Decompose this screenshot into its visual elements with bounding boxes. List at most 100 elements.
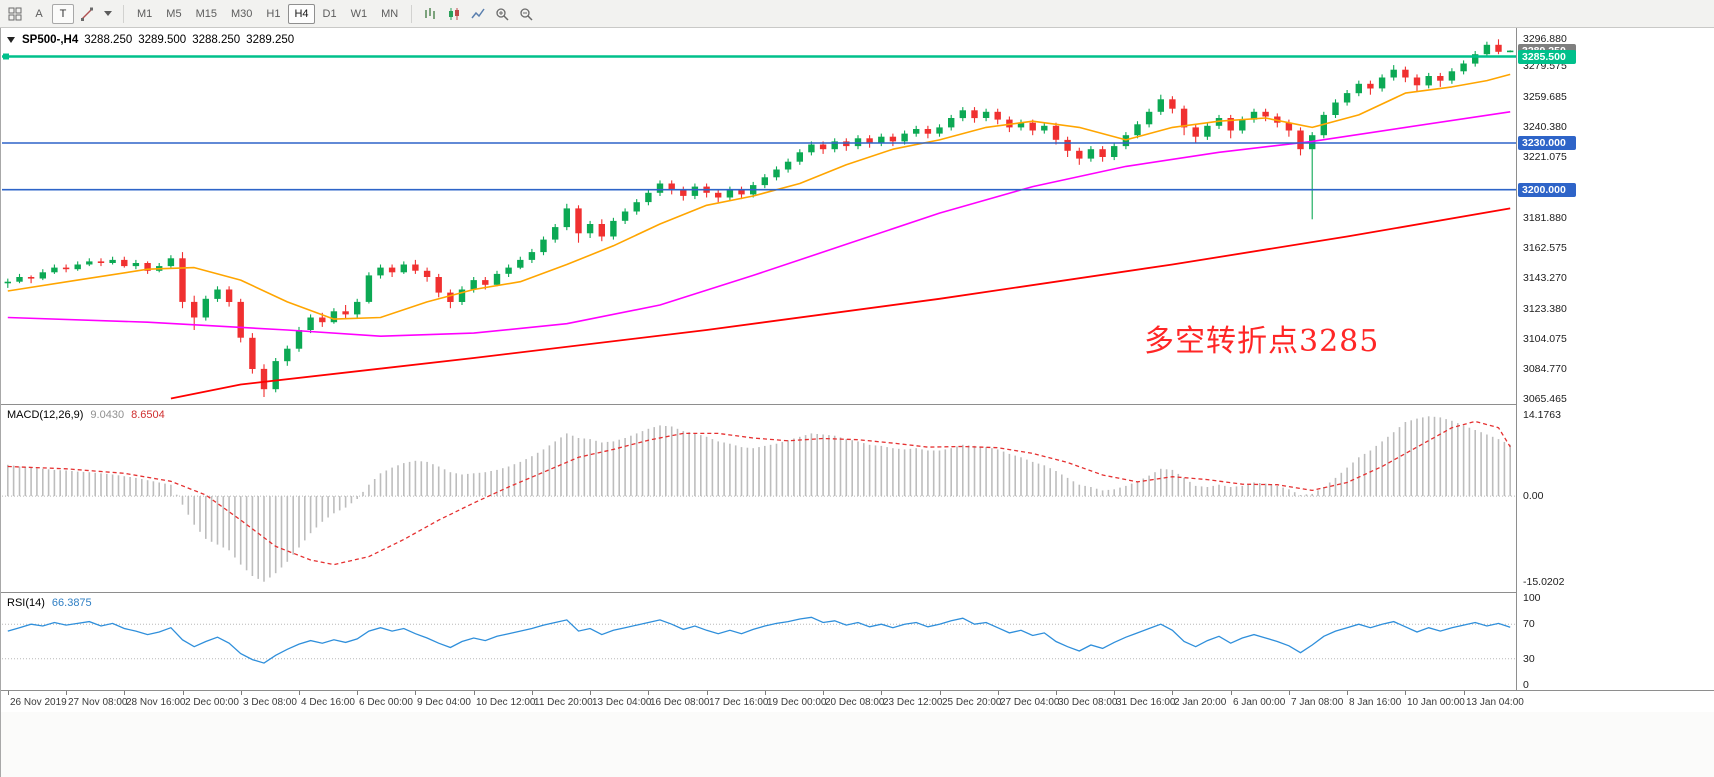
time-axis-label: 3 Dec 08:00 [243, 697, 297, 708]
timeframe-m15[interactable]: M15 [190, 4, 223, 24]
time-axis-label: 27 Dec 04:00 [1000, 697, 1060, 708]
macd-indicator-chart[interactable] [2, 406, 1516, 592]
time-tick [707, 691, 708, 695]
annotation-text[interactable]: 多空转折点3285 [1144, 324, 1380, 359]
time-axis-label: 27 Nov 08:00 [68, 697, 128, 708]
timeframe-h4[interactable]: H4 [288, 3, 315, 24]
charts-grid-icon[interactable] [4, 4, 26, 24]
chart-window: SP500-,H4 3288.250 3289.500 3288.250 328… [0, 28, 1714, 777]
timeframe-d1[interactable]: D1 [317, 4, 343, 24]
panel-separator[interactable] [1, 592, 1714, 593]
timeframe-h1[interactable]: H1 [260, 4, 286, 24]
rsi-axis-label: 0 [1523, 678, 1529, 691]
macd-main-value: 9.0430 [90, 409, 125, 421]
rsi-indicator-chart[interactable] [2, 594, 1516, 689]
price-axis-label: 3221.075 [1523, 150, 1567, 163]
time-axis-label: 31 Dec 16:00 [1116, 697, 1176, 708]
time-tick [357, 691, 358, 695]
chevron-down-icon[interactable] [104, 11, 112, 16]
toolbar: A T M1 M5 M15 M30 H1 H4 D1 W1 MN [0, 0, 1714, 28]
price-tag: 3200.000 [1518, 182, 1576, 197]
time-axis-label: 17 Dec 16:00 [709, 697, 769, 708]
price-axis[interactable]: 3296.880 3279.575 3259.685 3240.380 3221.075… [1517, 28, 1714, 691]
time-axis-label: 19 Dec 00:00 [767, 697, 827, 708]
time-axis-label: 25 Dec 20:00 [942, 697, 1002, 708]
open-value: 3288.250 [84, 34, 133, 46]
time-axis[interactable]: 26 Nov 2019 27 Nov 08:00 28 Nov 16:00 2 Dec… [1, 691, 1714, 712]
time-axis-label: 10 Dec 12:00 [476, 697, 536, 708]
time-axis-label: 30 Dec 08:00 [1058, 697, 1118, 708]
line-chart-icon[interactable] [467, 4, 489, 24]
hline-anchor-handle[interactable] [3, 53, 9, 60]
time-axis-label: 9 Dec 04:00 [417, 697, 471, 708]
time-tick [648, 691, 649, 695]
timeframe-w1[interactable]: W1 [345, 4, 374, 24]
high-value: 3289.500 [138, 34, 187, 46]
time-axis-label: 6 Jan 00:00 [1233, 697, 1286, 708]
time-axis-label: 20 Dec 08:00 [825, 697, 885, 708]
chart-dropdown-icon[interactable] [7, 37, 15, 43]
time-axis-label: 8 Jan 16:00 [1349, 697, 1402, 708]
time-tick [940, 691, 941, 695]
time-tick [1056, 691, 1057, 695]
time-axis-label: 13 Jan 04:00 [1466, 697, 1524, 708]
panel-separator[interactable] [1, 404, 1714, 405]
price-axis-label: 3143.270 [1523, 272, 1567, 285]
bar-chart-icon[interactable] [419, 4, 441, 24]
price-axis-border [1516, 28, 1517, 690]
timeframe-mn[interactable]: MN [375, 4, 404, 24]
candlestick-chart-icon[interactable] [443, 4, 465, 24]
time-tick [183, 691, 184, 695]
price-tag: 3230.000 [1518, 136, 1576, 150]
price-tag: 3285.500 [1518, 49, 1576, 64]
trendline-tool-icon[interactable] [76, 4, 98, 24]
timeframe-m5[interactable]: M5 [160, 4, 187, 24]
time-tick [66, 691, 67, 695]
time-axis-label: 7 Jan 08:00 [1291, 697, 1344, 708]
rsi-panel-header: RSI(14) 66.3875 [7, 597, 92, 609]
timeframe-m30[interactable]: M30 [225, 4, 258, 24]
main-price-chart[interactable] [2, 30, 1516, 404]
time-tick [8, 691, 9, 695]
zoom-out-icon[interactable] [515, 4, 537, 24]
time-axis-label: 13 Dec 04:00 [592, 697, 652, 708]
time-axis-border [1, 690, 1714, 691]
time-axis-label: 2 Jan 20:00 [1174, 697, 1227, 708]
time-axis-label: 16 Dec 08:00 [650, 697, 710, 708]
time-axis-label: 10 Jan 00:00 [1407, 697, 1465, 708]
zoom-in-icon[interactable] [491, 4, 513, 24]
time-tick [1405, 691, 1406, 695]
time-tick [1464, 691, 1465, 695]
macd-axis-label: 14.1763 [1523, 409, 1561, 422]
time-tick [881, 691, 882, 695]
time-tick [590, 691, 591, 695]
time-tick [765, 691, 766, 695]
rsi-value: 66.3875 [51, 597, 92, 609]
price-axis-label: 3240.380 [1523, 120, 1567, 133]
price-axis-label: 3084.770 [1523, 363, 1567, 376]
time-tick [1172, 691, 1173, 695]
time-axis-label: 26 Nov 2019 [10, 697, 67, 708]
time-tick [1114, 691, 1115, 695]
toolbar-separator [123, 4, 124, 23]
low-value: 3288.250 [192, 34, 241, 46]
time-tick [1347, 691, 1348, 695]
time-axis-label: 11 Dec 20:00 [534, 697, 593, 708]
ma-slow-line [170, 207, 1511, 400]
macd-axis-label: -15.0202 [1523, 575, 1565, 588]
timeframe-m1[interactable]: M1 [131, 4, 158, 24]
bottom-strip [1, 712, 1714, 777]
time-tick [474, 691, 475, 695]
text-tool-button[interactable]: T [52, 3, 74, 24]
price-axis-label: 3162.575 [1523, 242, 1567, 254]
time-axis-label: 28 Nov 16:00 [126, 697, 186, 708]
price-axis-label: 3181.880 [1523, 212, 1567, 224]
price-axis-label: 3065.465 [1523, 393, 1567, 406]
timeframe-group: M1 M5 M15 M30 H1 H4 D1 W1 MN [131, 3, 404, 24]
macd-label: MACD(12,26,9) [7, 409, 84, 421]
macd-signal-line [7, 420, 1511, 566]
cursor-tool-a-button[interactable]: A [28, 4, 50, 24]
time-axis-label: 23 Dec 12:00 [883, 697, 943, 708]
time-tick [299, 691, 300, 695]
time-axis-label: 2 Dec 00:00 [185, 697, 239, 708]
